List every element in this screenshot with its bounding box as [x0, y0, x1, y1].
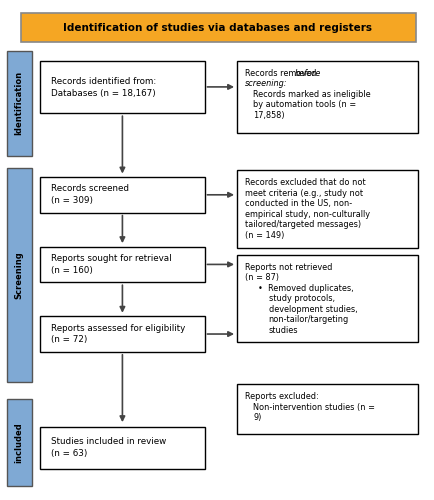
FancyBboxPatch shape: [40, 316, 204, 352]
FancyBboxPatch shape: [40, 426, 204, 469]
Text: before: before: [294, 69, 320, 78]
FancyBboxPatch shape: [7, 168, 32, 382]
Text: empirical study, non-culturally: empirical study, non-culturally: [244, 210, 369, 218]
Text: Records marked as ineligible: Records marked as ineligible: [253, 90, 370, 99]
Text: study protocols,: study protocols,: [268, 294, 334, 304]
Text: Reports excluded:: Reports excluded:: [244, 392, 318, 401]
Text: Reports assessed for eligibility
(n = 72): Reports assessed for eligibility (n = 72…: [51, 324, 185, 344]
FancyBboxPatch shape: [40, 61, 204, 114]
Text: meet criteria (e.g., study not: meet criteria (e.g., study not: [244, 189, 362, 198]
FancyBboxPatch shape: [7, 399, 32, 486]
Text: Identification of studies via databases and registers: Identification of studies via databases …: [63, 22, 371, 32]
Text: studies: studies: [268, 326, 297, 334]
FancyBboxPatch shape: [237, 384, 418, 434]
Text: 9): 9): [253, 413, 261, 422]
Text: Records identified from:
Databases (n = 18,167): Records identified from: Databases (n = …: [51, 77, 156, 98]
Text: Reports sought for retrieval
(n = 160): Reports sought for retrieval (n = 160): [51, 254, 171, 275]
Text: •  Removed duplicates,: • Removed duplicates,: [257, 284, 353, 293]
Text: tailored/targeted messages): tailored/targeted messages): [244, 220, 360, 229]
FancyBboxPatch shape: [40, 177, 204, 212]
Text: Records screened
(n = 309): Records screened (n = 309): [51, 184, 129, 205]
FancyBboxPatch shape: [40, 246, 204, 282]
Text: 17,858): 17,858): [253, 111, 284, 120]
Text: (n = 149): (n = 149): [244, 230, 283, 239]
Text: conducted in the US, non-: conducted in the US, non-: [244, 200, 351, 208]
Text: Screening: Screening: [15, 251, 23, 298]
FancyBboxPatch shape: [7, 51, 32, 156]
Text: included: included: [15, 422, 23, 463]
Text: screening:: screening:: [244, 80, 286, 88]
Text: non-tailor/targeting: non-tailor/targeting: [268, 315, 348, 324]
Text: (n = 87): (n = 87): [244, 274, 278, 282]
FancyBboxPatch shape: [21, 14, 415, 42]
Text: Records removed: Records removed: [244, 69, 318, 78]
Text: by automation tools (n =: by automation tools (n =: [253, 100, 356, 110]
Text: Records excluded that do not: Records excluded that do not: [244, 178, 365, 188]
FancyBboxPatch shape: [237, 255, 418, 342]
Text: Identification: Identification: [15, 72, 23, 136]
Text: Studies included in review
(n = 63): Studies included in review (n = 63): [51, 437, 166, 458]
Text: Non-intervention studies (n =: Non-intervention studies (n =: [253, 402, 375, 411]
Text: development studies,: development studies,: [268, 304, 356, 314]
FancyBboxPatch shape: [237, 61, 418, 133]
FancyBboxPatch shape: [237, 170, 418, 248]
Text: Reports not retrieved: Reports not retrieved: [244, 263, 331, 272]
